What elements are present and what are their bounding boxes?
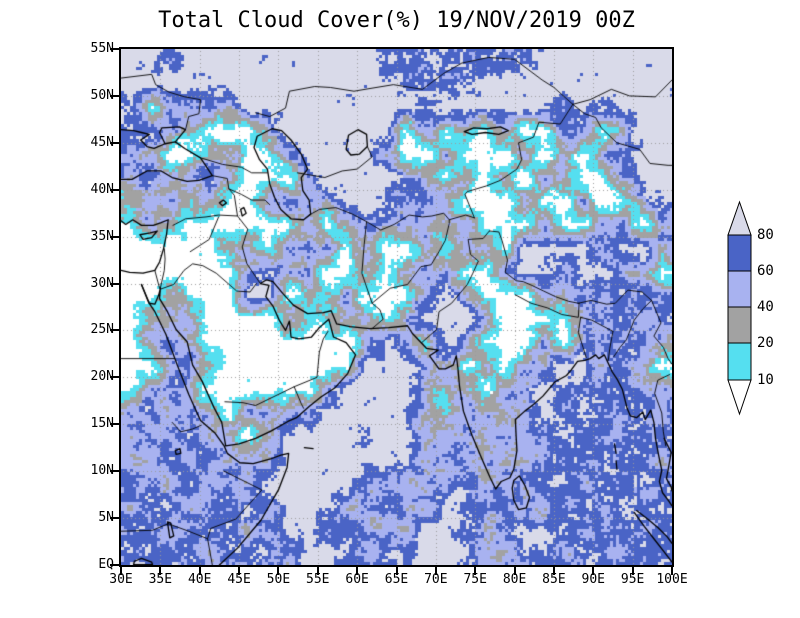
y-axis-tick [110, 235, 119, 238]
x-axis-tick-label: 45E [227, 572, 251, 587]
colorbar-band-40-60 [727, 270, 752, 308]
x-axis-tick-label: 80E [502, 572, 527, 587]
y-axis-tick [110, 517, 119, 520]
x-axis-tick [395, 567, 398, 575]
x-axis-tick [316, 567, 319, 575]
map-frame [119, 47, 674, 567]
colorbar-band-20-40 [727, 306, 752, 344]
y-axis-tick-label: 20N [90, 369, 114, 385]
x-axis-tick [552, 567, 555, 575]
x-axis-tick [631, 567, 634, 575]
x-axis-tick [434, 567, 437, 575]
y-axis-tick [110, 94, 119, 97]
x-axis-tick [513, 567, 516, 575]
colorbar [727, 200, 752, 416]
colorbar-above-80-arrow [727, 200, 752, 236]
map-plot-canvas [121, 49, 672, 565]
y-axis-tick-label: 10N [90, 463, 114, 479]
y-axis-tick [110, 470, 119, 473]
y-axis-tick [110, 329, 119, 332]
y-axis-tick [110, 48, 119, 50]
y-axis-tick-label: 5N [98, 510, 114, 526]
chart-title: Total Cloud Cover(%) 19/NOV/2019 00Z [158, 8, 635, 33]
y-axis-tick [110, 376, 119, 379]
y-axis-tick-label: 40N [90, 181, 114, 197]
x-axis-tick-label: 50E [266, 572, 291, 587]
colorbar-label: 60 [757, 263, 774, 279]
x-axis-tick-label: 60E [345, 572, 369, 587]
x-axis-tick [277, 567, 280, 575]
x-axis-tick [120, 567, 122, 575]
colorbar-band-10-20 [727, 342, 752, 381]
y-axis-tick-label: EQ [98, 557, 114, 572]
y-axis-tick [110, 423, 119, 426]
x-axis-tick-label: 75E [463, 572, 487, 587]
colorbar-below-10-arrow [727, 379, 752, 416]
y-axis-tick-label: 35N [90, 228, 114, 244]
x-axis-tick [592, 567, 595, 575]
x-axis-tick [238, 567, 241, 575]
x-axis-tick-label: 30E [109, 572, 133, 587]
colorbar-label: 10 [757, 372, 774, 388]
y-axis-tick-label: 50N [90, 87, 114, 103]
y-axis-tick [110, 282, 119, 285]
x-axis-tick [356, 567, 359, 575]
x-axis-tick-label: 90E [581, 572, 606, 587]
y-axis-tick-label: 55N [90, 41, 114, 56]
x-axis-tick-label: 55E [306, 572, 330, 587]
x-axis-tick-label: 85E [542, 572, 566, 587]
x-axis-tick-label: 100E [656, 572, 688, 587]
x-axis-tick-label: 70E [424, 572, 448, 587]
x-axis-tick-label: 65E [384, 572, 409, 587]
x-axis-tick [159, 567, 162, 575]
x-axis-tick [474, 567, 477, 575]
colorbar-label: 20 [757, 335, 774, 351]
y-axis-tick-label: 15N [90, 416, 114, 432]
x-axis-tick-label: 35E [148, 572, 173, 587]
y-axis-tick [110, 188, 119, 191]
y-axis-tick [110, 564, 119, 566]
colorbar-band-60-80 [727, 234, 752, 272]
x-axis-tick-label: 40E [187, 572, 212, 587]
y-axis-tick-label: 45N [90, 134, 114, 150]
x-axis-tick [198, 567, 201, 575]
y-axis-tick-label: 25N [90, 322, 114, 338]
x-axis-tick-label: 95E [620, 572, 645, 587]
colorbar-label: 80 [757, 227, 774, 243]
y-axis-tick-label: 30N [90, 275, 114, 291]
y-axis-tick [110, 141, 119, 144]
colorbar-label: 40 [757, 299, 774, 315]
x-axis-tick [671, 567, 673, 575]
